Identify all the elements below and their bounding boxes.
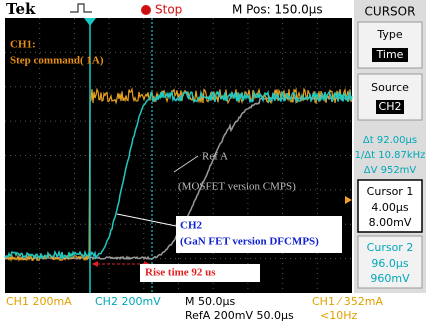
inverse-delta-t: 1/Δt 10.87kHz	[355, 150, 426, 161]
run-status: Stop	[155, 3, 182, 17]
cursor-2-label: Cursor 2	[367, 241, 414, 254]
cursor-2-time: 96.0µs	[371, 257, 408, 270]
refa-setting: RefA 200mV 50.0µs	[185, 309, 294, 322]
ch1-scale: CH1 200mA	[6, 295, 72, 308]
timebase: M 50.0µs	[185, 295, 235, 308]
delta-t: Δt 92.00µs	[363, 135, 417, 146]
refa-title: Ref A	[202, 151, 228, 163]
source-value: CH2	[379, 100, 402, 113]
type-label: Type	[376, 28, 402, 41]
delta-v: ΔV 952mV	[364, 165, 417, 176]
cursor-1-time: 4.00µs	[371, 201, 408, 214]
source-label: Source	[371, 81, 409, 94]
ch2-description: (GaN FET version DFCMPS)	[180, 236, 319, 248]
cursor-1-label: Cursor 1	[367, 185, 414, 198]
frequency: <10Hz	[320, 309, 357, 322]
oscilloscope-screen: Tek Stop M Pos: 150.0µs CH1: Step comman…	[0, 0, 426, 323]
brand: Tek	[6, 0, 36, 18]
cursor-2-voltage: 960mV	[370, 272, 410, 285]
menu-mode: CURSOR	[365, 5, 416, 19]
refa-description: (MOSFET version CMPS)	[178, 181, 296, 193]
ch1-description: Step command( 1A)	[10, 55, 104, 67]
cursor-1-voltage: 8.00mV	[369, 216, 412, 229]
ch2-scale: CH2 200mV	[95, 295, 161, 308]
stop-icon	[141, 5, 151, 15]
trigger-setting: CH1 ⁄ 352mA	[312, 295, 383, 308]
position: M Pos: 150.0µs	[232, 3, 323, 17]
ch2-title: CH2	[180, 220, 203, 232]
rise-time-label: Rise time 92 us	[145, 267, 216, 279]
ch1-title: CH1:	[10, 39, 36, 51]
type-value: Time	[376, 48, 404, 61]
